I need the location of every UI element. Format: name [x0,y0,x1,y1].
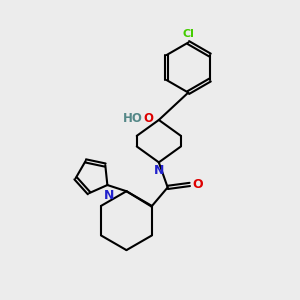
Text: N: N [154,164,164,177]
Text: Cl: Cl [182,29,194,39]
Text: HO: HO [123,112,142,125]
Text: O: O [143,112,154,125]
Text: N: N [104,189,114,202]
Text: O: O [193,178,203,191]
